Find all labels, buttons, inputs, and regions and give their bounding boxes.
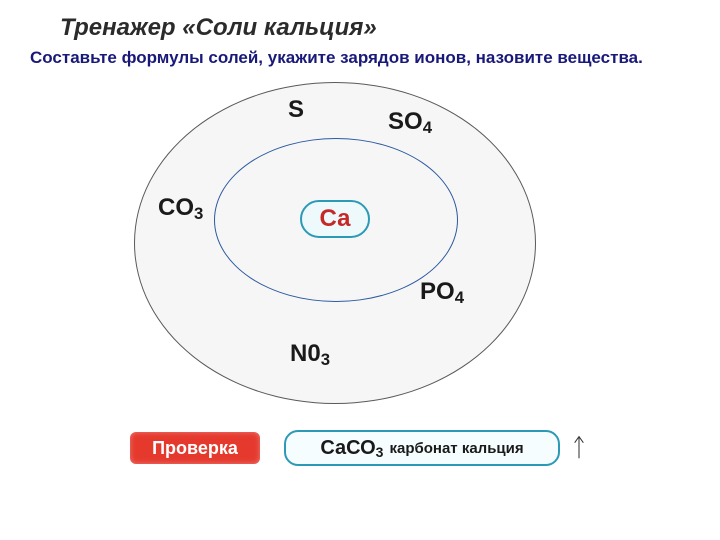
- anion-co3[interactable]: CO3: [158, 194, 203, 222]
- anion-po4[interactable]: PO4: [420, 278, 464, 306]
- instruction-text: Составьте формулы солей, укажите зарядов…: [30, 48, 643, 68]
- scroll-arrow-icon[interactable]: [572, 434, 586, 460]
- center-element-label: Са: [320, 205, 351, 233]
- anion-no3-sub: 3: [321, 350, 330, 369]
- anion-so4[interactable]: SO4: [388, 108, 432, 136]
- anion-so4-base: SO: [388, 108, 423, 135]
- page-title: Тренажер «Соли кальция»: [60, 14, 377, 42]
- anion-s-base: S: [288, 96, 304, 123]
- anion-co3-base: CO: [158, 194, 194, 221]
- answer-capsule: СаСО3 карбонат кальция: [284, 430, 560, 466]
- answer-formula-sub: 3: [376, 444, 384, 460]
- anion-s[interactable]: S: [288, 96, 304, 124]
- answer-formula: СаСО3: [320, 437, 383, 460]
- anion-no3[interactable]: N03: [290, 340, 330, 368]
- anion-po4-sub: 4: [455, 288, 464, 307]
- anion-so4-sub: 4: [423, 118, 432, 137]
- anion-po4-base: PO: [420, 278, 455, 305]
- anion-co3-sub: 3: [194, 204, 203, 223]
- answer-name: карбонат кальция: [389, 440, 523, 457]
- answer-formula-base: СаСО: [320, 437, 375, 459]
- center-element-capsule: Са: [300, 200, 370, 238]
- check-button-label: Проверка: [152, 438, 238, 459]
- check-button[interactable]: Проверка: [130, 432, 260, 464]
- anion-no3-base: N0: [290, 340, 321, 367]
